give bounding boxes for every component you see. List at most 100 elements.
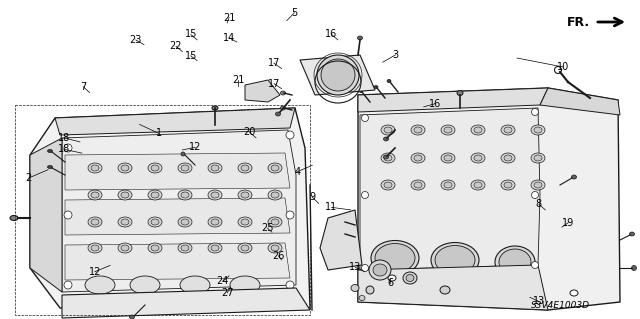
Ellipse shape xyxy=(440,286,450,294)
Polygon shape xyxy=(358,88,548,112)
Ellipse shape xyxy=(431,242,479,278)
Ellipse shape xyxy=(499,249,531,275)
Ellipse shape xyxy=(271,245,279,251)
Ellipse shape xyxy=(321,59,355,91)
Ellipse shape xyxy=(64,281,72,289)
Text: 17: 17 xyxy=(268,58,280,68)
Ellipse shape xyxy=(286,281,294,289)
Text: 20: 20 xyxy=(243,127,256,137)
Ellipse shape xyxy=(91,245,99,251)
Ellipse shape xyxy=(238,163,252,173)
Polygon shape xyxy=(30,138,62,292)
Ellipse shape xyxy=(384,127,392,133)
Ellipse shape xyxy=(178,163,192,173)
Ellipse shape xyxy=(129,315,134,319)
Text: 25: 25 xyxy=(261,223,274,233)
Ellipse shape xyxy=(241,192,249,198)
Ellipse shape xyxy=(64,144,72,152)
Ellipse shape xyxy=(211,192,219,198)
Ellipse shape xyxy=(444,127,452,133)
Ellipse shape xyxy=(121,245,129,251)
Ellipse shape xyxy=(178,217,192,227)
Ellipse shape xyxy=(531,262,538,269)
Text: 7: 7 xyxy=(80,82,86,92)
Ellipse shape xyxy=(118,163,132,173)
Ellipse shape xyxy=(178,243,192,253)
Ellipse shape xyxy=(534,182,542,188)
Ellipse shape xyxy=(570,290,578,296)
Text: 11: 11 xyxy=(325,202,338,212)
Ellipse shape xyxy=(384,155,392,161)
Text: 24: 24 xyxy=(216,276,229,286)
Ellipse shape xyxy=(271,165,279,171)
Ellipse shape xyxy=(495,246,535,278)
Ellipse shape xyxy=(534,127,542,133)
Text: 8: 8 xyxy=(536,199,542,209)
Polygon shape xyxy=(30,108,310,308)
Ellipse shape xyxy=(118,243,132,253)
Ellipse shape xyxy=(406,275,414,281)
Text: 3: 3 xyxy=(392,50,399,60)
Ellipse shape xyxy=(411,125,425,135)
Ellipse shape xyxy=(504,182,512,188)
Polygon shape xyxy=(540,88,620,115)
Polygon shape xyxy=(65,198,290,235)
Text: 21: 21 xyxy=(223,12,236,23)
Ellipse shape xyxy=(474,182,482,188)
Ellipse shape xyxy=(241,245,249,251)
Ellipse shape xyxy=(280,106,285,110)
Ellipse shape xyxy=(47,150,52,152)
Ellipse shape xyxy=(384,182,392,188)
Ellipse shape xyxy=(435,246,475,275)
Ellipse shape xyxy=(501,180,515,190)
Polygon shape xyxy=(320,210,362,270)
Text: 16: 16 xyxy=(429,99,442,109)
Polygon shape xyxy=(245,80,280,102)
Ellipse shape xyxy=(375,243,415,272)
Text: 5: 5 xyxy=(291,8,298,18)
Polygon shape xyxy=(65,153,290,190)
Text: 15: 15 xyxy=(184,51,197,61)
Polygon shape xyxy=(360,108,540,270)
Ellipse shape xyxy=(531,191,538,198)
Ellipse shape xyxy=(151,192,159,198)
Ellipse shape xyxy=(554,66,561,73)
Ellipse shape xyxy=(238,190,252,200)
Ellipse shape xyxy=(362,115,369,122)
Ellipse shape xyxy=(366,286,374,294)
Ellipse shape xyxy=(280,91,285,95)
Ellipse shape xyxy=(64,211,72,219)
Ellipse shape xyxy=(208,243,222,253)
Ellipse shape xyxy=(632,265,637,271)
Ellipse shape xyxy=(457,91,463,95)
Ellipse shape xyxy=(88,217,102,227)
Ellipse shape xyxy=(358,36,362,40)
Ellipse shape xyxy=(208,163,222,173)
Ellipse shape xyxy=(148,217,162,227)
Ellipse shape xyxy=(383,137,388,141)
Ellipse shape xyxy=(531,153,545,163)
Ellipse shape xyxy=(531,180,545,190)
Ellipse shape xyxy=(388,275,396,281)
Text: FR.: FR. xyxy=(567,16,590,28)
Ellipse shape xyxy=(178,190,192,200)
Ellipse shape xyxy=(238,217,252,227)
Ellipse shape xyxy=(381,153,395,163)
Text: 15: 15 xyxy=(184,29,197,40)
Text: 22: 22 xyxy=(170,41,182,51)
Text: 13: 13 xyxy=(349,262,362,272)
Ellipse shape xyxy=(118,217,132,227)
Text: 23: 23 xyxy=(129,35,142,45)
Ellipse shape xyxy=(444,182,452,188)
Ellipse shape xyxy=(180,276,210,294)
Ellipse shape xyxy=(411,153,425,163)
Ellipse shape xyxy=(362,264,369,271)
Ellipse shape xyxy=(118,190,132,200)
Ellipse shape xyxy=(471,180,485,190)
Text: 13: 13 xyxy=(532,296,545,307)
Polygon shape xyxy=(62,288,310,318)
Ellipse shape xyxy=(381,125,395,135)
Ellipse shape xyxy=(630,232,634,236)
Ellipse shape xyxy=(148,163,162,173)
Ellipse shape xyxy=(534,155,542,161)
